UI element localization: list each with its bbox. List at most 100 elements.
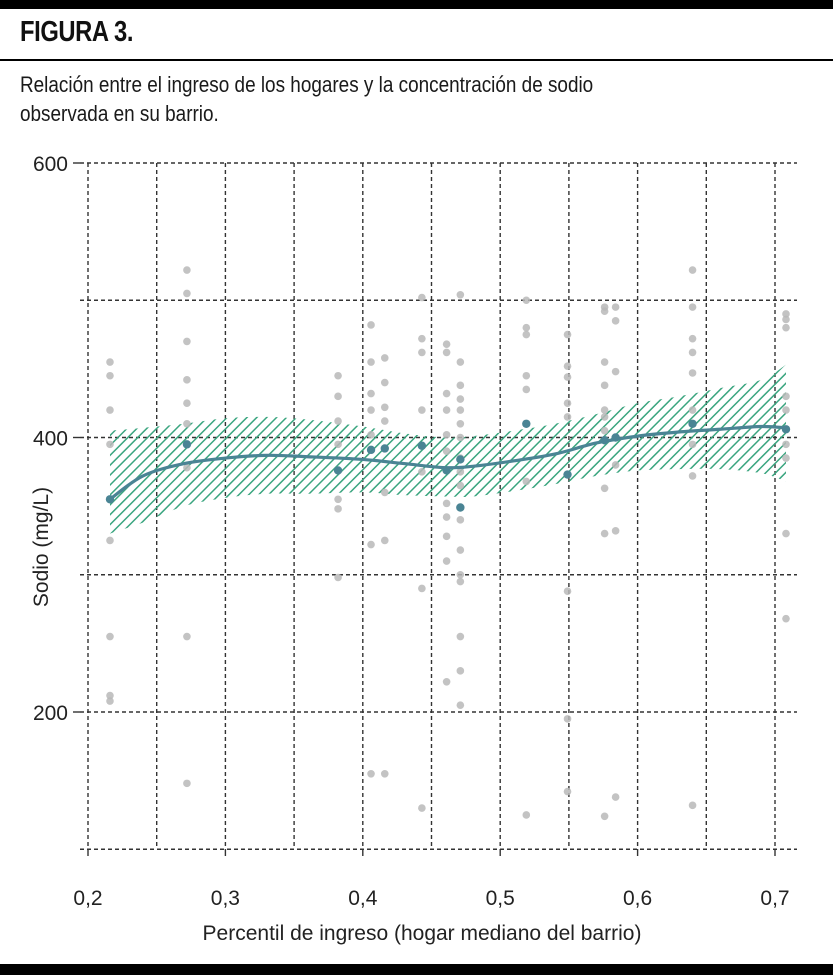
x-tick-label: 0,2 — [73, 887, 102, 910]
fit-line-path — [108, 424, 788, 501]
observation-point — [456, 433, 465, 442]
observation-point — [442, 447, 451, 456]
observation-point — [442, 513, 451, 521]
observation-point — [563, 362, 572, 370]
grid-lines — [73, 162, 797, 856]
observation-point — [442, 557, 451, 565]
observation-point — [334, 417, 342, 425]
group-mean-point — [781, 425, 791, 434]
observation-point — [782, 614, 790, 623]
observation-point — [456, 632, 465, 641]
group-mean-point — [563, 470, 572, 479]
y-axis-label: Sodio (mg/L) — [30, 487, 53, 607]
group-mean-point — [442, 466, 451, 475]
observation-point — [611, 367, 620, 376]
observation-point — [106, 632, 114, 641]
observation-point — [611, 317, 620, 325]
observation-point — [106, 406, 114, 414]
observation-point — [334, 392, 342, 401]
observation-point — [367, 321, 375, 329]
observation-point — [611, 793, 620, 801]
observation-point — [456, 570, 465, 579]
x-tick-label: 0,3 — [211, 887, 240, 910]
observation-point — [456, 381, 465, 390]
y-tick-label: 200 — [33, 702, 68, 725]
observation-point — [106, 371, 114, 380]
observation-point — [782, 406, 790, 414]
observation-point — [600, 484, 609, 493]
observation-point — [106, 691, 114, 700]
observation-point — [380, 488, 389, 497]
observation-point — [782, 392, 790, 401]
observation-point — [522, 385, 531, 394]
observation-point — [563, 330, 572, 339]
observation-point — [456, 358, 465, 366]
observation-point — [380, 769, 389, 778]
observation-point — [782, 440, 790, 449]
observation-point — [418, 406, 426, 414]
y-tick-label: 400 — [33, 428, 68, 451]
observation-point — [782, 529, 790, 538]
observation-point — [600, 426, 609, 435]
group-mean-point — [611, 433, 620, 442]
observation-point — [367, 540, 375, 549]
observation-point — [688, 440, 697, 449]
observation-point — [183, 463, 191, 472]
group-mean-point — [456, 503, 465, 512]
observation-point — [456, 468, 465, 476]
figure-subtitle: Relación entre el ingreso de los hogares… — [20, 72, 594, 126]
observation-point — [522, 371, 531, 380]
group-mean-point — [456, 455, 465, 464]
observation-point — [688, 406, 697, 414]
observation-point — [600, 529, 609, 538]
observation-point — [600, 307, 609, 316]
observation-point — [183, 632, 191, 641]
observation-point — [442, 406, 451, 414]
observation-point — [418, 348, 426, 357]
observation-point — [334, 573, 342, 582]
observation-point — [611, 527, 620, 535]
observation-point — [183, 376, 191, 384]
observation-point — [782, 323, 790, 332]
observation-point — [688, 472, 697, 480]
group-mean-point — [380, 444, 389, 453]
observation-point — [688, 801, 697, 810]
group-mean-point — [182, 440, 192, 449]
observation-point — [522, 296, 531, 305]
observation-point — [442, 532, 451, 541]
x-tick-label: 0,6 — [623, 887, 652, 910]
observation-point — [600, 812, 609, 821]
group-mean-point — [600, 436, 609, 445]
observation-point — [442, 499, 451, 508]
observation-point — [380, 536, 389, 545]
top-border-bar — [0, 0, 833, 9]
observation-point — [442, 389, 451, 398]
observation-point — [183, 266, 191, 274]
observation-point — [367, 430, 375, 439]
observation-point — [442, 430, 451, 439]
observation-point — [442, 348, 451, 357]
observation-point — [600, 358, 609, 366]
smooth-fit-line — [108, 424, 788, 501]
observation-point — [563, 587, 572, 596]
observation-point — [563, 715, 572, 723]
observation-point — [380, 378, 389, 387]
observation-point — [367, 358, 375, 366]
observation-point — [442, 340, 451, 348]
observation-point — [600, 413, 609, 421]
x-tick-label: 0,5 — [486, 887, 515, 910]
observation-point — [600, 381, 609, 390]
observation-point — [183, 399, 191, 407]
observation-point — [688, 369, 697, 377]
observation-point — [522, 330, 531, 339]
observation-point — [456, 395, 465, 403]
observation-point — [563, 787, 572, 796]
observation-point — [782, 310, 790, 318]
group-mean-point — [366, 445, 376, 455]
observation-point — [380, 403, 389, 412]
observation-point — [563, 373, 572, 381]
observation-point — [688, 266, 697, 274]
observation-point — [418, 293, 426, 302]
observation-point — [456, 577, 465, 586]
observation-point — [456, 667, 465, 675]
